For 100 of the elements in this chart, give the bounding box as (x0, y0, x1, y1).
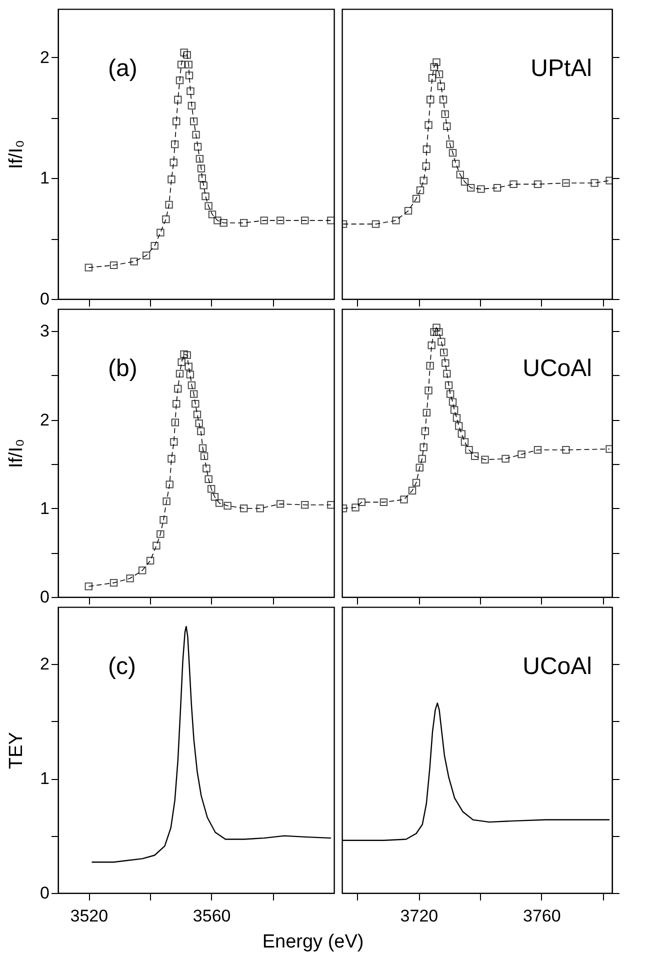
point (424, 386, 432, 394)
point (450, 406, 458, 414)
point (443, 122, 451, 130)
point (327, 500, 334, 509)
point (432, 324, 440, 332)
point (156, 228, 164, 236)
point (198, 444, 207, 452)
point (224, 502, 232, 510)
point (176, 370, 184, 378)
point (439, 96, 448, 104)
point (185, 72, 194, 80)
line-series (91, 626, 332, 863)
point (352, 504, 360, 512)
point (424, 121, 432, 129)
point (562, 446, 570, 454)
point (510, 180, 518, 188)
point (172, 118, 180, 126)
point (240, 219, 248, 227)
annotation: UCoAl (522, 355, 592, 382)
point (301, 500, 309, 509)
y-axis-title: If/I₀ (6, 140, 28, 170)
point (606, 176, 612, 184)
point (412, 194, 420, 203)
y-tick-label: 0 (40, 884, 50, 902)
point (202, 192, 210, 200)
point (438, 338, 446, 346)
point (534, 180, 542, 188)
point (186, 370, 194, 378)
point (606, 445, 612, 453)
point (416, 464, 424, 472)
point (130, 258, 138, 266)
point (448, 398, 457, 406)
point (150, 242, 158, 250)
point (165, 200, 173, 209)
annotation: UCoAl (522, 653, 592, 680)
point (448, 148, 457, 157)
point (152, 542, 160, 550)
point (156, 530, 164, 538)
point (190, 118, 198, 126)
point (408, 486, 416, 495)
point (471, 452, 479, 460)
point (210, 493, 219, 501)
point (192, 130, 200, 139)
point (392, 216, 400, 224)
point (276, 216, 284, 224)
y-tick-label: 3 (40, 322, 50, 341)
point (180, 350, 188, 358)
point (174, 384, 182, 393)
point (455, 422, 463, 430)
point (435, 70, 444, 78)
point (184, 60, 192, 68)
y-tick-label: 1 (40, 498, 50, 518)
point (420, 176, 428, 184)
point (534, 446, 542, 454)
point (432, 58, 440, 66)
point (260, 216, 268, 224)
point (204, 475, 212, 483)
y-tick-label: 2 (40, 410, 50, 430)
point (197, 427, 205, 436)
point (202, 464, 210, 472)
point (493, 184, 502, 192)
x-tick-label: 3760 (523, 906, 561, 926)
point (412, 478, 420, 487)
point (358, 498, 366, 506)
point (176, 76, 184, 84)
point (195, 419, 203, 428)
point (444, 381, 453, 390)
point (214, 216, 222, 224)
x-axis-title: Energy (eV) (262, 932, 364, 953)
point (416, 186, 424, 194)
point (276, 500, 284, 508)
point (327, 216, 334, 224)
point (430, 63, 438, 71)
point (160, 516, 168, 524)
point (170, 140, 179, 148)
point (162, 215, 170, 224)
point (84, 264, 93, 272)
point (110, 578, 118, 587)
point (400, 496, 408, 504)
point (372, 220, 380, 228)
point (200, 182, 208, 190)
point (174, 96, 182, 104)
point (426, 96, 434, 104)
point (421, 427, 429, 436)
point (198, 174, 206, 182)
point (184, 362, 192, 370)
point (458, 430, 466, 438)
point (183, 51, 191, 59)
point (170, 438, 178, 446)
point (196, 154, 204, 163)
point (420, 443, 428, 452)
point (166, 480, 174, 488)
point (443, 370, 451, 378)
point (208, 210, 216, 218)
point (170, 158, 178, 166)
y-tick-label: 0 (40, 290, 50, 308)
y-tick-label: 1 (40, 769, 50, 788)
point (440, 348, 448, 356)
point (481, 456, 489, 464)
point (126, 574, 134, 582)
